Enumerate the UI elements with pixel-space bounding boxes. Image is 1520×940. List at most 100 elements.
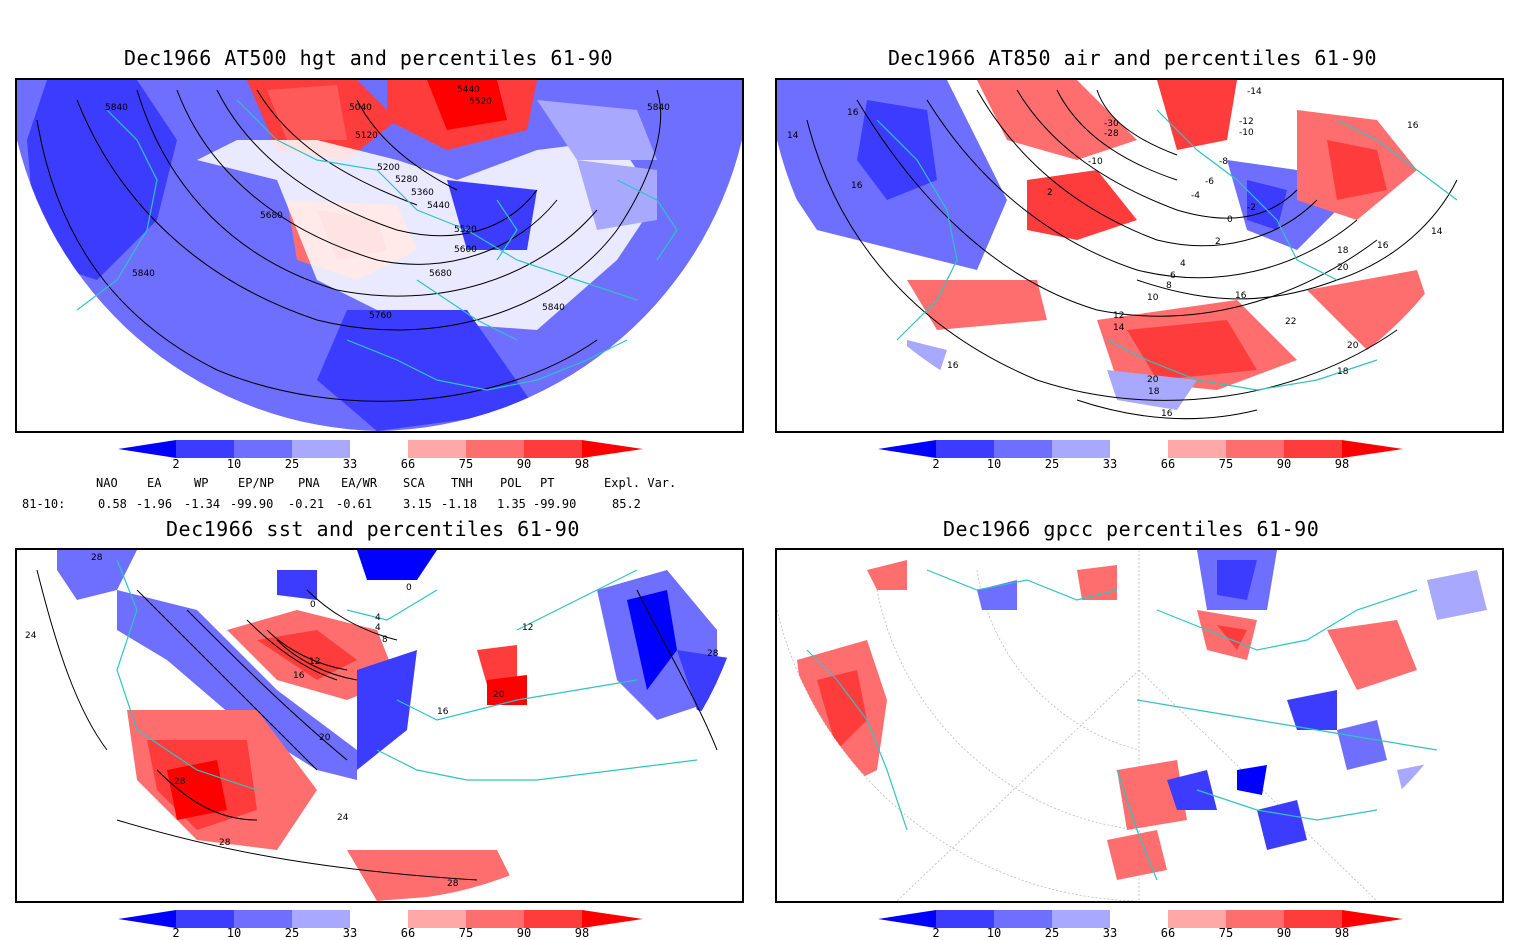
contour-label: 12: [309, 657, 320, 667]
coastlines: [116, 559, 698, 791]
contour-label: 2: [1047, 188, 1053, 198]
contour-label: 28: [174, 777, 186, 787]
contour-label: 28: [219, 838, 231, 848]
contour-label: 5840: [105, 103, 128, 113]
contour-label: 20: [493, 690, 505, 700]
coastlines: [806, 569, 1438, 881]
cbar-tick: 98: [1334, 457, 1350, 471]
cbar-tick: 10: [226, 457, 242, 471]
colorbar-bottom-left: [118, 910, 643, 928]
index-header: PNA: [298, 476, 320, 490]
index-header: EA: [147, 476, 162, 490]
contour-label: 5200: [377, 163, 400, 173]
contour-label: 5040: [349, 103, 372, 113]
contour-label: 5360: [411, 188, 434, 198]
cbar-tick: 2: [932, 926, 940, 940]
index-value: 0.58: [98, 497, 127, 511]
contour-label: 16: [1407, 121, 1419, 131]
contour-label: 12: [1113, 311, 1124, 321]
cbar-tick: 33: [342, 457, 358, 471]
cbar-tick: 25: [1044, 926, 1060, 940]
colorbar-bottom-right: [878, 910, 1403, 928]
contour-label: -28: [1104, 129, 1119, 139]
contour-label: 22: [1285, 317, 1296, 327]
panel-title-hgt500: Dec1966 AT500 hgt and percentiles 61-90: [124, 46, 614, 70]
cbar-tick: 66: [400, 926, 416, 940]
cbar-tick: 25: [1044, 457, 1060, 471]
index-value: 85.2: [612, 497, 641, 511]
contour-label: 20: [1347, 341, 1359, 351]
coastlines: [76, 99, 678, 391]
index-value: -0.61: [336, 497, 373, 511]
index-value: 3.15: [403, 497, 432, 511]
cbar-tick: 2: [172, 926, 180, 940]
contour-label: 5840: [647, 103, 670, 113]
contour-label: 20: [1147, 375, 1159, 385]
contour-label: 5120: [355, 131, 378, 141]
contour-label: 0: [406, 583, 412, 593]
contour-label: 5440: [427, 201, 450, 211]
cbar-tick: 25: [284, 926, 300, 940]
contour-label: 8: [1166, 281, 1172, 291]
contour-label: -10: [1239, 128, 1254, 138]
cbar-tick: 90: [1276, 926, 1292, 940]
index-header: EA/WR: [341, 476, 378, 490]
index-header: NAO: [96, 476, 118, 490]
contour-label: 0: [310, 600, 316, 610]
contour-label: 5680: [429, 269, 452, 279]
contour-label: -6: [1205, 177, 1214, 187]
cbar-tick: 10: [986, 926, 1002, 940]
contour-label: 16: [1235, 291, 1247, 301]
contour-label: -14: [1247, 87, 1262, 97]
cbar-tick: 90: [516, 926, 532, 940]
cbar-tick: 90: [516, 457, 532, 471]
contour-label: -2: [1247, 203, 1256, 213]
map-panel-air850: 16 16 14 16 2 -14 -12 -10 -30 -28 -10 -8 -6 -4 -2 …: [775, 78, 1504, 433]
index-value: -0.21: [288, 497, 325, 511]
index-row-label: 81-10:: [22, 497, 66, 511]
contour-label: 10: [1147, 293, 1159, 303]
contour-label: 16: [851, 181, 863, 191]
contour-label: 14: [787, 131, 799, 141]
index-value: -99.90: [533, 497, 577, 511]
contour-label: 5840: [542, 303, 565, 313]
contour-label: 24: [25, 631, 37, 641]
index-value: -1.34: [184, 497, 221, 511]
contour-label: 28: [91, 553, 103, 563]
index-header: Expl. Var.: [604, 476, 677, 490]
contour-label: 4: [1180, 259, 1186, 269]
contour-label: -10: [1088, 157, 1103, 167]
contour-label: 5280: [395, 175, 418, 185]
cbar-tick: 98: [574, 457, 590, 471]
contour-label: 4: [375, 623, 381, 633]
index-header: EP/NP: [238, 476, 275, 490]
contour-label: 5840: [132, 269, 155, 279]
contour-label: 5600: [454, 245, 477, 255]
cbar-tick: 66: [1160, 926, 1176, 940]
panel-title-gpcc: Dec1966 gpcc percentiles 61-90: [943, 517, 1320, 541]
colorbar-top-left: [118, 440, 643, 458]
cbar-tick: 75: [458, 926, 474, 940]
panel-title-sst: Dec1966 sst and percentiles 61-90: [166, 517, 580, 541]
contour-label: 20: [1337, 263, 1349, 273]
cbar-tick: 66: [1160, 457, 1176, 471]
hgt-contours: [36, 89, 662, 402]
index-header: TNH: [451, 476, 473, 490]
contour-label: 28: [447, 879, 459, 889]
contour-label: 0: [1227, 215, 1233, 225]
panel-title-air850: Dec1966 AT850 air and percentiles 61-90: [888, 46, 1378, 70]
cbar-tick: 33: [342, 926, 358, 940]
contour-label: 20: [319, 733, 331, 743]
map-panel-gpcc: [775, 548, 1504, 903]
contour-label: 16: [847, 108, 859, 118]
contour-label: -4: [1191, 191, 1200, 201]
contour-label: 24: [337, 813, 349, 823]
contour-label: 18: [1148, 387, 1160, 397]
contour-label: 5680: [260, 211, 283, 221]
contour-label: 8: [382, 635, 388, 645]
coastlines: [876, 109, 1458, 391]
index-header: SCA: [403, 476, 425, 490]
cbar-tick: 2: [172, 457, 180, 471]
